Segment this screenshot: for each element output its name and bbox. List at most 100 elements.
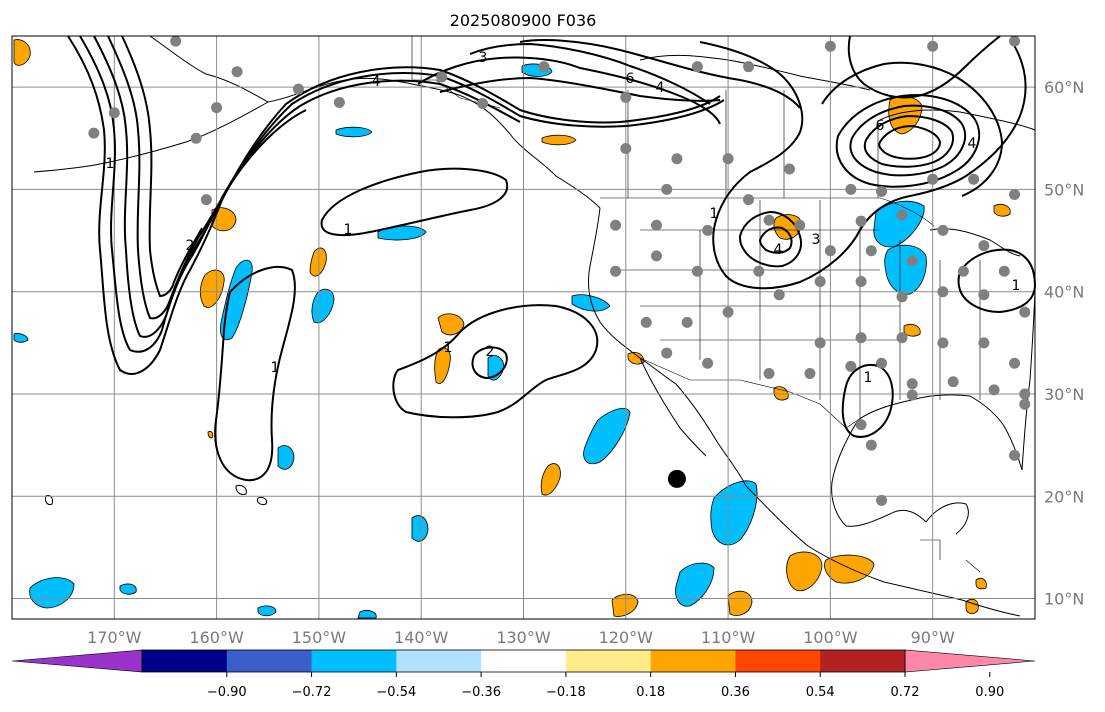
station-dot xyxy=(691,61,703,73)
station-dot xyxy=(927,40,939,52)
positive-anomaly xyxy=(993,204,1011,217)
positive-anomaly xyxy=(434,347,451,384)
map-border xyxy=(11,35,1036,620)
contour-label: 1 xyxy=(271,360,280,376)
station-dot xyxy=(1009,357,1021,369)
positive-anomaly xyxy=(773,386,789,401)
station-dot xyxy=(937,224,949,236)
contour-line xyxy=(841,364,894,438)
colorbar-tick-label: 0.54 xyxy=(806,685,835,700)
colorbar-tick-label: 0.18 xyxy=(636,685,665,700)
mexico-west-coast xyxy=(745,485,963,601)
station-dot xyxy=(855,419,867,431)
station-dot xyxy=(937,337,949,349)
station-dot xyxy=(292,83,304,95)
colorbar: −0.90 −0.72 −0.54 −0.36 −0.18 0.18 0.36 0.54 0.7… xyxy=(11,649,1036,700)
station-dot xyxy=(814,275,826,287)
station-dot xyxy=(824,40,836,52)
station-dot xyxy=(681,316,693,328)
contour-line xyxy=(67,35,721,375)
negative-anomaly xyxy=(357,610,377,619)
station-dot xyxy=(743,194,755,206)
colorbar-tick-label: −0.90 xyxy=(207,685,247,700)
map-panel: 3 6 4 4 6 4 1 1 4 3 1 1 2 1 1 1 2 xyxy=(11,35,1037,620)
latitude-label: 10°N xyxy=(1044,590,1084,609)
positive-anomaly xyxy=(540,463,561,496)
aleutian-chain xyxy=(33,101,269,173)
station-dot xyxy=(947,376,959,388)
station-dot xyxy=(640,316,652,328)
colorbar-outline xyxy=(141,649,906,673)
station-dot xyxy=(896,291,908,303)
longitude-label: 130°W xyxy=(496,628,551,647)
colorbar-extend-low xyxy=(11,649,143,673)
contour-label: 3 xyxy=(479,50,488,66)
station-dot xyxy=(200,194,212,206)
positive-anomaly xyxy=(541,134,577,146)
positive-anomaly xyxy=(13,39,31,66)
contour-line xyxy=(738,210,802,268)
station-dot xyxy=(1019,388,1031,400)
east-coast xyxy=(1021,289,1036,471)
contour-line xyxy=(121,35,203,298)
negative-anomaly xyxy=(119,583,137,595)
station-dot xyxy=(927,173,939,185)
latitude-label: 60°N xyxy=(1044,78,1084,97)
station-dot xyxy=(876,357,888,369)
station-dot xyxy=(794,219,806,231)
colorbar-segment xyxy=(735,650,821,672)
texas-mexico-gulf xyxy=(831,419,927,527)
latitude-label: 30°N xyxy=(1044,385,1084,404)
colorbar-segment xyxy=(226,650,313,672)
colorbar-segment xyxy=(650,650,736,672)
station-dot xyxy=(1009,35,1021,47)
negative-anomaly xyxy=(257,605,277,617)
colorbar-tick-label: 0.36 xyxy=(721,685,750,700)
station-dot xyxy=(845,360,857,372)
contour-line xyxy=(847,35,1001,99)
negative-anomaly xyxy=(13,333,29,343)
us-canada-border xyxy=(600,197,935,227)
station-dot xyxy=(610,219,622,231)
station-dot xyxy=(538,61,550,73)
station-dot xyxy=(988,384,1000,396)
station-dot xyxy=(906,378,918,390)
contour-line xyxy=(392,304,599,419)
station-dot xyxy=(865,245,877,257)
station-dot xyxy=(211,102,223,114)
station-dot xyxy=(906,255,918,267)
colorbar-segment xyxy=(820,650,906,672)
longitude-labels: 170°W 160°W 150°W 140°W 130°W 120°W 110°W 100°W… xyxy=(87,628,955,647)
station-dot xyxy=(1009,449,1021,461)
contour-line xyxy=(519,39,801,109)
canada-arctic xyxy=(639,54,871,91)
station-dot xyxy=(824,245,836,257)
colorbar-segment xyxy=(565,650,652,672)
station-dot xyxy=(702,357,714,369)
station-dot xyxy=(783,163,795,175)
station-dot xyxy=(845,183,857,195)
contour-line xyxy=(957,248,1037,314)
contour-label: 1 xyxy=(344,222,353,238)
contour-line xyxy=(471,346,508,380)
longitude-label: 150°W xyxy=(292,628,347,647)
contour-label: 1 xyxy=(1012,278,1021,294)
station-dot xyxy=(1019,398,1031,410)
negative-anomaly xyxy=(583,407,631,465)
island-hawaii-2 xyxy=(257,497,267,505)
positive-anomaly xyxy=(975,578,987,590)
longitude-label: 170°W xyxy=(87,628,142,647)
station-dot xyxy=(671,153,683,165)
contour-label: 3 xyxy=(812,232,821,248)
positive-anomaly xyxy=(309,247,327,277)
west-coast-us xyxy=(587,207,677,385)
station-dot xyxy=(88,127,100,139)
contour-label-group: 3 6 4 4 6 4 1 1 4 3 1 1 2 1 1 1 2 xyxy=(106,50,1021,386)
station-dot xyxy=(763,368,775,380)
station-dot xyxy=(998,265,1010,277)
station-dot xyxy=(763,214,775,226)
contour-line xyxy=(439,76,721,102)
station-dot xyxy=(906,389,918,401)
contour-label: 1 xyxy=(710,206,719,222)
positive-anomaly xyxy=(627,352,645,365)
